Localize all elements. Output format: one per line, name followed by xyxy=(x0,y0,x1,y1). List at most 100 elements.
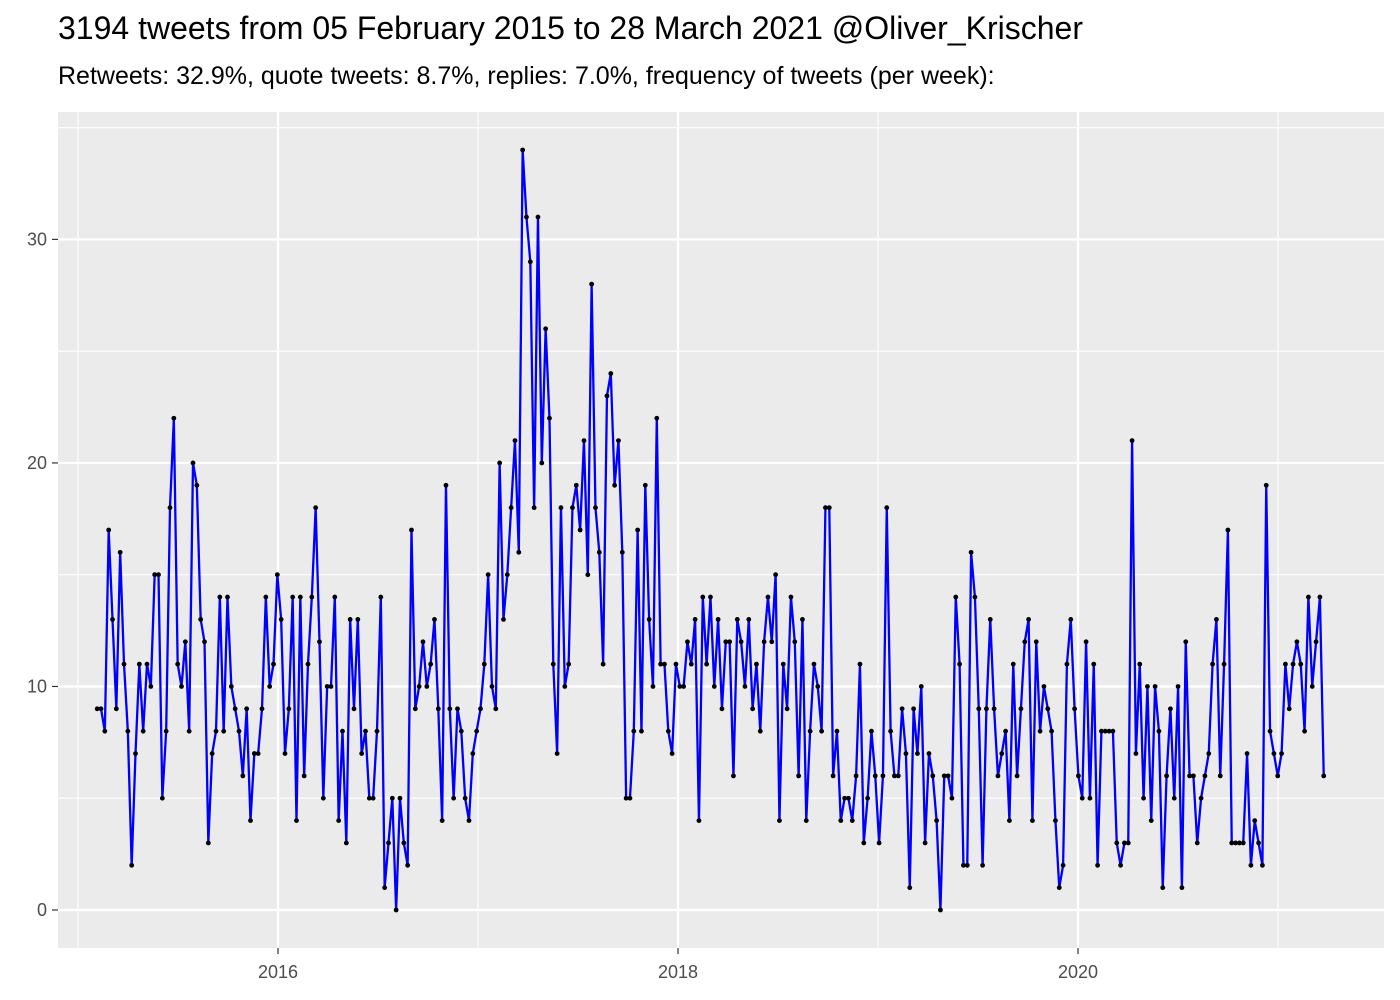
data-point xyxy=(409,527,414,533)
data-point xyxy=(734,617,740,622)
data-point xyxy=(1033,639,1039,645)
data-point xyxy=(1060,862,1066,868)
data-point xyxy=(386,840,391,846)
data-point xyxy=(420,639,426,645)
data-point xyxy=(692,617,698,622)
data-point xyxy=(1210,661,1215,667)
data-point xyxy=(263,594,269,600)
data-point xyxy=(769,639,775,645)
x-tick-label: 2018 xyxy=(658,962,698,982)
data-point xyxy=(389,795,395,801)
data-point xyxy=(961,862,966,868)
data-point xyxy=(604,393,610,399)
data-point xyxy=(416,684,422,689)
data-point xyxy=(186,728,192,734)
data-point xyxy=(1317,594,1323,600)
data-point xyxy=(865,795,871,801)
data-point xyxy=(1183,639,1189,645)
data-point xyxy=(1187,773,1192,779)
data-point xyxy=(232,706,238,712)
data-point xyxy=(815,684,821,689)
data-point xyxy=(627,795,633,801)
data-point xyxy=(1133,751,1139,756)
data-point xyxy=(972,594,978,600)
data-point xyxy=(1306,594,1311,600)
data-point xyxy=(1221,661,1227,667)
data-point xyxy=(842,795,848,801)
data-point xyxy=(493,706,499,712)
data-point xyxy=(757,728,763,734)
data-point xyxy=(1252,818,1258,823)
data-point xyxy=(324,684,330,689)
data-point xyxy=(903,751,909,756)
data-point xyxy=(148,684,154,689)
data-point xyxy=(995,773,1001,779)
data-point xyxy=(340,728,345,734)
data-point xyxy=(892,773,897,779)
data-point xyxy=(1214,617,1219,622)
data-point xyxy=(880,773,886,779)
data-point xyxy=(1087,795,1093,801)
data-point xyxy=(1290,661,1296,667)
data-point xyxy=(1014,773,1020,779)
data-point xyxy=(524,214,529,220)
data-point xyxy=(662,661,667,667)
data-point xyxy=(915,751,920,756)
data-point xyxy=(470,751,476,756)
y-tick-label: 30 xyxy=(27,229,47,249)
data-point xyxy=(941,773,947,779)
data-point xyxy=(918,684,924,689)
data-point xyxy=(1010,661,1016,667)
data-point xyxy=(240,773,246,779)
data-point xyxy=(784,706,790,712)
data-point xyxy=(305,661,311,667)
data-point xyxy=(1053,818,1058,823)
data-point xyxy=(144,661,150,667)
data-point xyxy=(1102,728,1108,734)
data-point xyxy=(830,773,836,779)
data-point xyxy=(930,773,936,779)
data-point xyxy=(861,840,867,846)
data-point xyxy=(102,728,108,734)
data-point xyxy=(1194,840,1200,846)
data-point xyxy=(1106,728,1112,734)
data-point xyxy=(1076,773,1081,779)
data-point xyxy=(719,706,725,712)
data-point xyxy=(554,751,560,756)
data-point xyxy=(428,661,434,667)
data-point xyxy=(451,795,457,801)
data-point xyxy=(987,617,993,622)
data-point xyxy=(926,751,932,756)
data-point xyxy=(113,706,119,712)
data-point xyxy=(466,818,472,823)
data-point xyxy=(1260,862,1265,868)
data-point xyxy=(267,684,273,689)
data-point xyxy=(516,549,522,555)
data-point xyxy=(665,728,671,734)
data-point xyxy=(585,572,591,578)
data-point xyxy=(1030,818,1035,823)
data-point xyxy=(355,617,361,622)
data-point xyxy=(527,259,533,265)
data-point xyxy=(171,415,177,421)
data-point xyxy=(1202,773,1208,779)
data-point xyxy=(501,617,506,622)
data-point xyxy=(650,684,656,689)
data-point xyxy=(838,818,844,823)
data-point xyxy=(558,505,564,511)
data-point xyxy=(1302,728,1307,734)
data-point xyxy=(742,684,748,689)
data-point xyxy=(412,706,418,712)
data-point xyxy=(857,661,863,667)
data-point xyxy=(872,773,878,779)
data-point xyxy=(221,728,227,734)
data-point xyxy=(807,728,813,734)
data-point xyxy=(167,505,173,511)
data-point xyxy=(228,684,234,689)
data-point xyxy=(117,549,123,555)
data-point xyxy=(593,505,598,511)
data-point xyxy=(639,728,644,734)
data-point xyxy=(236,728,242,734)
data-point xyxy=(1045,706,1051,712)
